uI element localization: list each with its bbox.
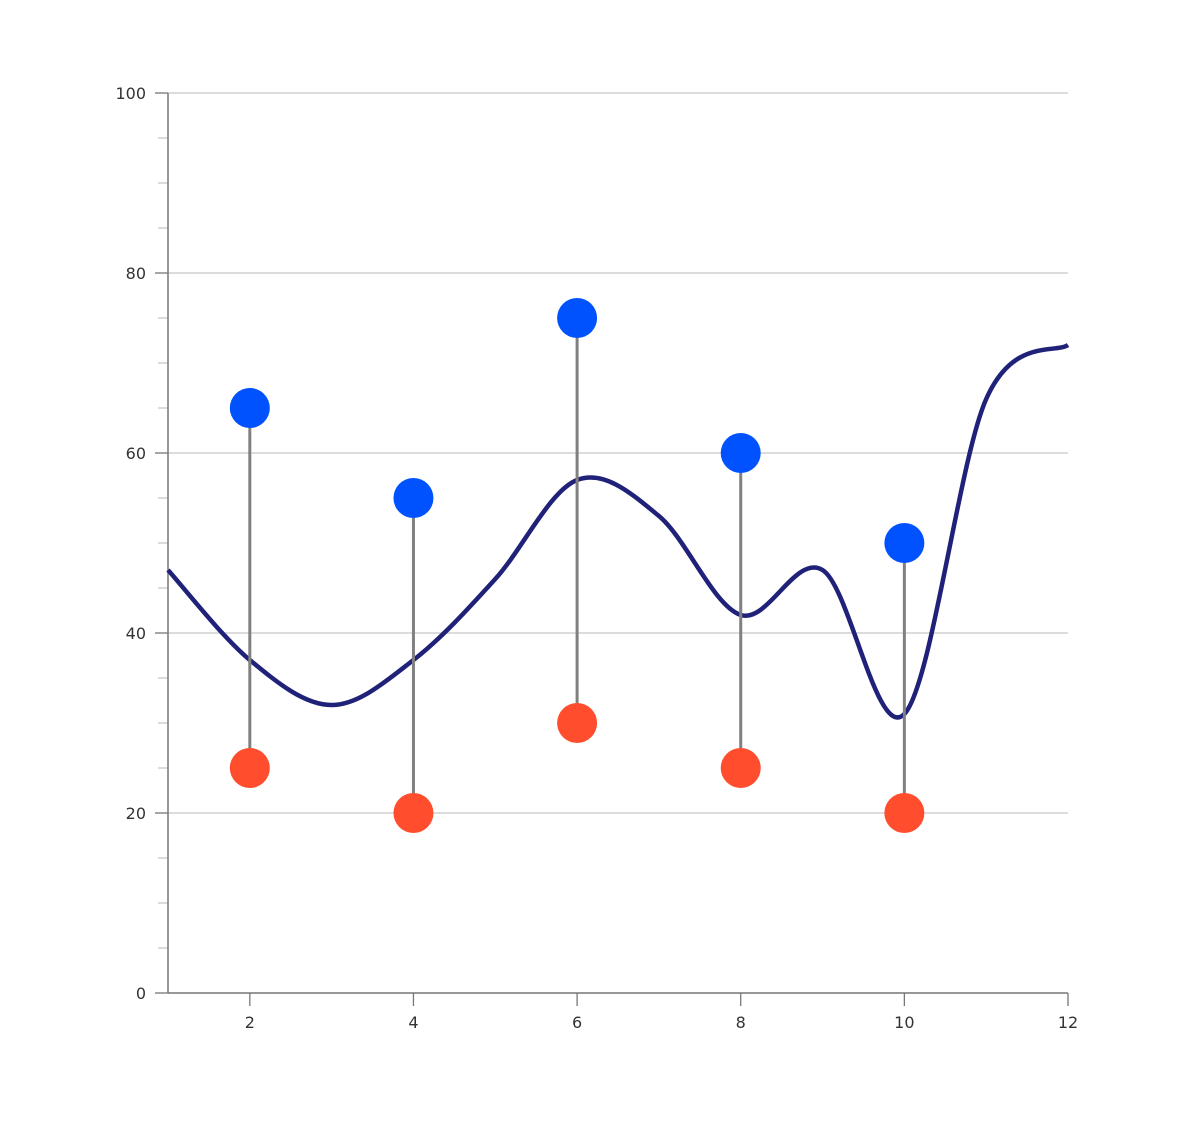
y-tick-label: 20 <box>126 804 146 823</box>
dumbbell-item <box>557 298 598 743</box>
x-tick-label: 6 <box>572 1013 582 1032</box>
dumbbell-low-dot <box>557 703 598 743</box>
dumbbell-high-dot <box>229 388 270 428</box>
dumbbell-item <box>884 523 925 833</box>
dumbbell-item <box>229 388 270 788</box>
x-tick-label: 12 <box>1058 1013 1078 1032</box>
dumbbell-series <box>229 298 925 833</box>
y-tick-label: 60 <box>126 444 146 463</box>
dumbbell-low-dot <box>884 793 925 833</box>
y-tick-label: 40 <box>126 624 146 643</box>
dumbbell-high-dot <box>557 298 598 338</box>
dumbbell-high-dot <box>884 523 925 563</box>
y-tick-label: 0 <box>136 984 146 1003</box>
spline-line <box>166 342 1070 720</box>
x-tick-label: 10 <box>894 1013 914 1032</box>
dumbbell-high-dot <box>393 478 434 518</box>
spline-series <box>166 342 1070 720</box>
y-tick-label: 100 <box>115 84 146 103</box>
dumbbell-low-dot <box>720 748 761 788</box>
y-gridlines <box>168 92 1068 814</box>
dumbbell-low-dot <box>229 748 270 788</box>
dumbbell-high-dot <box>720 433 761 473</box>
y-tick-label: 80 <box>126 264 146 283</box>
tick-labels: 0 20 40 60 80 100 2 4 6 8 10 12 <box>115 84 1078 1032</box>
x-tick-label: 4 <box>408 1013 418 1032</box>
x-tick-label: 8 <box>736 1013 746 1032</box>
dumbbell-item <box>720 433 761 788</box>
axes <box>155 92 1069 1006</box>
dumbbell-low-dot <box>393 793 434 833</box>
x-tick-label: 2 <box>245 1013 255 1032</box>
dumbbell-item <box>393 478 434 833</box>
